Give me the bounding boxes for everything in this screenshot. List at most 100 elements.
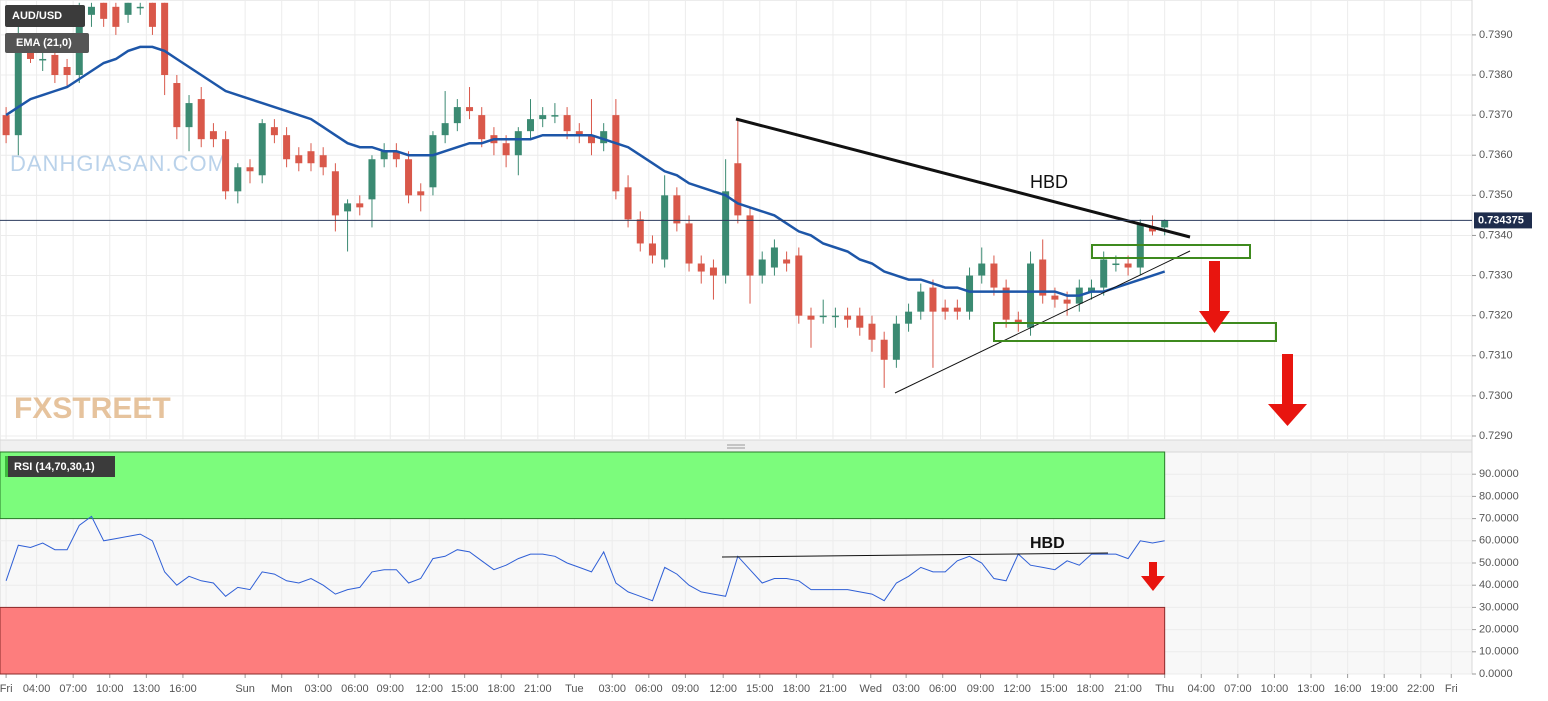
watermark: DANHGIASAN.COM <box>10 151 227 176</box>
candle-body <box>685 223 693 264</box>
last-price-box <box>1474 212 1532 229</box>
candle-body <box>978 263 986 276</box>
candle-body <box>392 151 400 160</box>
x-tick-label: 19:00 <box>1370 683 1398 695</box>
x-tick-label: 18:00 <box>783 683 811 695</box>
y-tick-label: 20.0000 <box>1479 624 1519 636</box>
candle-body <box>87 6 95 15</box>
x-tick-label: 13:00 <box>133 683 161 695</box>
candle-body <box>1148 227 1156 232</box>
x-tick-label: 06:00 <box>929 683 957 695</box>
x-tick-label: 13:00 <box>1297 683 1325 695</box>
candle-body <box>380 151 388 160</box>
candle-body <box>734 163 742 216</box>
candle-body <box>100 2 108 19</box>
x-tick-label: 15:00 <box>1040 683 1068 695</box>
candle-body <box>441 123 449 136</box>
candle-body <box>51 54 59 76</box>
y-tick-label: 0.7360 <box>1479 149 1513 161</box>
candle-body <box>917 291 925 312</box>
candle-body <box>161 2 169 76</box>
candle-body <box>929 287 937 312</box>
x-tick-label: 06:00 <box>635 683 663 695</box>
candle-body <box>636 219 644 244</box>
down-arrow <box>1268 354 1307 426</box>
y-tick-label: 50.0000 <box>1479 557 1519 569</box>
y-tick-label: 0.7340 <box>1479 229 1513 241</box>
candle-body <box>1161 220 1169 228</box>
candle-body <box>770 247 778 268</box>
candle-body <box>1100 259 1108 288</box>
y-tick-label: 0.7350 <box>1479 189 1513 201</box>
y-tick-label: 40.0000 <box>1479 579 1519 591</box>
candle-body <box>831 315 839 318</box>
candle-body <box>368 159 376 200</box>
candle-body <box>722 191 730 276</box>
candle-body <box>600 131 608 144</box>
x-tick-label: 12:00 <box>416 683 444 695</box>
x-tick-label: 03:00 <box>892 683 920 695</box>
watermark: FXSTREET <box>14 392 171 425</box>
y-tick-label: 10.0000 <box>1479 646 1519 658</box>
x-tick-label: 09:00 <box>376 683 404 695</box>
x-tick-label: 21:00 <box>1114 683 1142 695</box>
candle-body <box>2 115 10 136</box>
candle-body <box>453 107 461 124</box>
candle-body <box>551 115 559 117</box>
panel-divider[interactable] <box>0 439 1473 453</box>
candle-body <box>953 307 961 312</box>
x-tick-label: 09:00 <box>672 683 700 695</box>
indicator-label-box <box>5 33 89 53</box>
candle-body <box>319 155 327 168</box>
candle-body <box>990 263 998 288</box>
x-tick-label: Fri <box>0 683 13 695</box>
candle-body <box>148 2 156 27</box>
y-tick-label: 0.7310 <box>1479 350 1513 362</box>
candle-body <box>746 215 754 276</box>
y-tick-label: 70.0000 <box>1479 513 1519 525</box>
candle-body <box>270 127 278 136</box>
x-tick-label: Tue <box>565 683 584 695</box>
marks <box>2 2 1169 602</box>
candle-body <box>112 6 120 27</box>
candle-body <box>295 155 303 164</box>
y-tick-label: 0.7380 <box>1479 69 1513 81</box>
x-tick-label: 18:00 <box>487 683 515 695</box>
candle-body <box>844 315 852 320</box>
rsi-zones <box>0 451 1166 675</box>
candle-body <box>856 315 864 328</box>
candle-body <box>807 315 815 320</box>
candle-body <box>356 203 364 208</box>
x-tick-label: 12:00 <box>1003 683 1031 695</box>
rsi-line <box>5 515 1165 602</box>
candle-body <box>1014 319 1022 324</box>
x-tick-label: 18:00 <box>1077 683 1105 695</box>
y-tick-label: 0.7300 <box>1479 390 1513 402</box>
candle-body <box>527 119 535 132</box>
x-tick-label: 10:00 <box>96 683 124 695</box>
x-tick-label: Wed <box>860 683 882 695</box>
candle-body <box>478 115 486 140</box>
candle-body <box>1039 259 1047 296</box>
candle-body <box>331 171 339 216</box>
x-tick-label: 09:00 <box>967 683 995 695</box>
x-tick-label: Mon <box>271 683 292 695</box>
down-arrow <box>1199 261 1230 333</box>
oversold-zone <box>0 606 1166 675</box>
y-tick-label: 30.0000 <box>1479 601 1519 613</box>
symbol-label-box <box>5 5 85 27</box>
candle-body <box>1112 263 1120 266</box>
x-tick-label: 07:00 <box>59 683 87 695</box>
candle-body <box>1063 299 1071 304</box>
candle-body <box>758 259 766 276</box>
candle-body <box>563 115 571 132</box>
x-tick-label: 07:00 <box>1224 683 1252 695</box>
symbol-label: AUD/USD <box>12 10 62 22</box>
candle-body <box>1002 287 1010 320</box>
annotation: HBD <box>1030 172 1068 192</box>
candle-body <box>185 103 193 128</box>
x-tick-label: 03:00 <box>598 683 626 695</box>
y-tick-label: 0.7370 <box>1479 109 1513 121</box>
candle-body <box>697 263 705 272</box>
x-tick-label: Thu <box>1155 683 1174 695</box>
